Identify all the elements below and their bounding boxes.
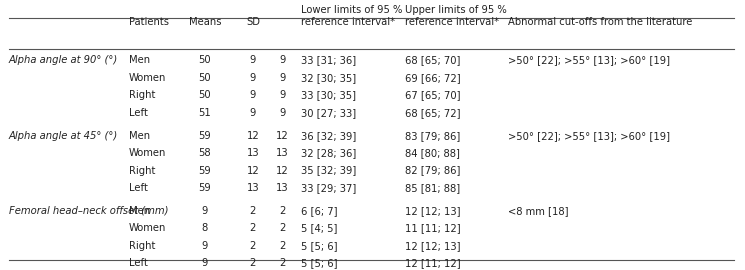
- Text: Abnormal cut-offs from the literature: Abnormal cut-offs from the literature: [508, 17, 692, 27]
- Text: 58: 58: [198, 148, 211, 158]
- Text: 9: 9: [279, 55, 285, 65]
- Text: 2: 2: [279, 223, 285, 233]
- Text: Upper limits of 95 %
reference interval*: Upper limits of 95 % reference interval*: [405, 5, 507, 27]
- Text: 9: 9: [250, 55, 256, 65]
- Text: 9: 9: [202, 241, 208, 251]
- Text: Alpha angle at 90° (°): Alpha angle at 90° (°): [9, 55, 118, 65]
- Text: 84 [80; 88]: 84 [80; 88]: [405, 148, 460, 158]
- Text: Right: Right: [129, 166, 155, 176]
- Text: 9: 9: [202, 206, 208, 216]
- Text: Women: Women: [129, 148, 166, 158]
- Text: 9: 9: [279, 108, 285, 118]
- Text: Left: Left: [129, 108, 148, 118]
- Text: 68 [65; 70]: 68 [65; 70]: [405, 55, 460, 65]
- Text: 5 [5; 6]: 5 [5; 6]: [301, 241, 337, 251]
- Text: 9: 9: [250, 108, 256, 118]
- Text: 12 [12; 13]: 12 [12; 13]: [405, 241, 460, 251]
- Text: 13: 13: [276, 183, 289, 193]
- Text: >50° [22]; >55° [13]; >60° [19]: >50° [22]; >55° [13]; >60° [19]: [508, 55, 670, 65]
- Text: Men: Men: [129, 131, 150, 141]
- Text: 11 [11; 12]: 11 [11; 12]: [405, 223, 460, 233]
- Text: 67 [65; 70]: 67 [65; 70]: [405, 90, 460, 100]
- Text: 12: 12: [276, 131, 289, 141]
- Text: 68 [65; 72]: 68 [65; 72]: [405, 108, 460, 118]
- Text: 69 [66; 72]: 69 [66; 72]: [405, 73, 460, 83]
- Text: 2: 2: [250, 206, 256, 216]
- Text: 13: 13: [247, 183, 259, 193]
- Text: 9: 9: [202, 258, 208, 268]
- Text: Lower limits of 95 %
reference interval*: Lower limits of 95 % reference interval*: [301, 5, 402, 27]
- Text: Left: Left: [129, 183, 148, 193]
- Text: 82 [79; 86]: 82 [79; 86]: [405, 166, 460, 176]
- Text: 13: 13: [247, 148, 259, 158]
- Text: 35 [32; 39]: 35 [32; 39]: [301, 166, 356, 176]
- Text: Means: Means: [188, 17, 221, 27]
- Text: Women: Women: [129, 73, 166, 83]
- Text: 83 [79; 86]: 83 [79; 86]: [405, 131, 460, 141]
- Text: 32 [28; 36]: 32 [28; 36]: [301, 148, 356, 158]
- Text: SD: SD: [246, 17, 260, 27]
- Text: 9: 9: [250, 73, 256, 83]
- Text: 36 [32; 39]: 36 [32; 39]: [301, 131, 356, 141]
- Text: Alpha angle at 45° (°): Alpha angle at 45° (°): [9, 131, 118, 141]
- Text: 59: 59: [198, 166, 211, 176]
- Text: 9: 9: [279, 73, 285, 83]
- Text: 6 [6; 7]: 6 [6; 7]: [301, 206, 337, 216]
- Text: 9: 9: [279, 90, 285, 100]
- Text: 85 [81; 88]: 85 [81; 88]: [405, 183, 460, 193]
- Text: Men: Men: [129, 55, 150, 65]
- Text: <8 mm [18]: <8 mm [18]: [508, 206, 568, 216]
- Text: 2: 2: [279, 258, 285, 268]
- Text: Men: Men: [129, 206, 150, 216]
- Text: 12: 12: [276, 166, 289, 176]
- Text: 50: 50: [198, 73, 211, 83]
- Text: 12: 12: [247, 131, 259, 141]
- Text: 59: 59: [198, 183, 211, 193]
- Text: >50° [22]; >55° [13]; >60° [19]: >50° [22]; >55° [13]; >60° [19]: [508, 131, 670, 141]
- Text: 9: 9: [250, 90, 256, 100]
- Text: Women: Women: [129, 223, 166, 233]
- Text: Femoral head–neck offset (mm): Femoral head–neck offset (mm): [9, 206, 168, 216]
- Text: 12: 12: [247, 166, 259, 176]
- Text: 12 [11; 12]: 12 [11; 12]: [405, 258, 460, 268]
- Text: 2: 2: [250, 258, 256, 268]
- Text: 2: 2: [250, 223, 256, 233]
- Text: 50: 50: [198, 90, 211, 100]
- Text: 12 [12; 13]: 12 [12; 13]: [405, 206, 460, 216]
- Text: 5 [4; 5]: 5 [4; 5]: [301, 223, 337, 233]
- Text: Left: Left: [129, 258, 148, 268]
- Text: 32 [30; 35]: 32 [30; 35]: [301, 73, 356, 83]
- Text: 2: 2: [250, 241, 256, 251]
- Text: 5 [5; 6]: 5 [5; 6]: [301, 258, 337, 268]
- Text: 8: 8: [202, 223, 208, 233]
- Text: 2: 2: [279, 206, 285, 216]
- Text: 13: 13: [276, 148, 289, 158]
- Text: 33 [30; 35]: 33 [30; 35]: [301, 90, 356, 100]
- Text: Right: Right: [129, 241, 155, 251]
- Text: Right: Right: [129, 90, 155, 100]
- Text: 30 [27; 33]: 30 [27; 33]: [301, 108, 356, 118]
- Text: Patients: Patients: [129, 17, 168, 27]
- Text: 33 [29; 37]: 33 [29; 37]: [301, 183, 356, 193]
- Text: 59: 59: [198, 131, 211, 141]
- Text: 2: 2: [279, 241, 285, 251]
- Text: 33 [31; 36]: 33 [31; 36]: [301, 55, 356, 65]
- Text: 50: 50: [198, 55, 211, 65]
- Text: 51: 51: [198, 108, 211, 118]
